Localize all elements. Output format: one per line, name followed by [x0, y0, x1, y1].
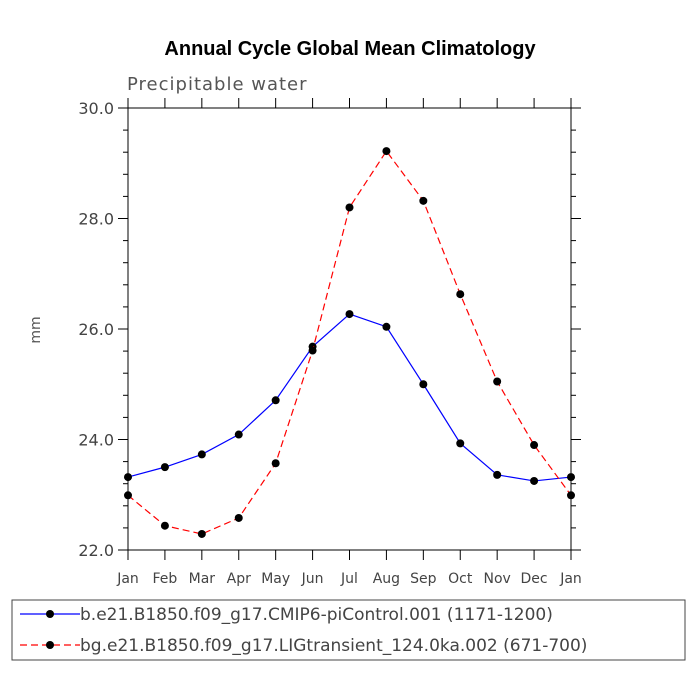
data-point	[567, 491, 575, 500]
x-tick-label: Jul	[340, 571, 358, 587]
legend-marker	[46, 641, 54, 649]
data-point	[345, 203, 354, 212]
x-tick-label: Aug	[373, 571, 400, 587]
data-point	[197, 529, 206, 538]
data-point	[124, 473, 132, 482]
legend-item: bg.e21.B1850.f09_g17.LIGtransient_124.0k…	[20, 636, 587, 656]
data-point	[493, 470, 502, 479]
data-point	[493, 377, 502, 386]
series-0	[124, 310, 575, 485]
data-point	[530, 441, 539, 450]
legend-marker	[46, 610, 54, 618]
data-point	[160, 521, 169, 530]
x-tick-label: Nov	[484, 571, 511, 587]
y-tick-label: 26.0	[78, 320, 114, 339]
data-point	[124, 491, 132, 500]
legend: b.e21.B1850.f09_g17.CMIP6-piControl.001 …	[20, 605, 587, 656]
data-point	[160, 463, 169, 472]
data-point	[234, 430, 243, 439]
x-tick-label: May	[261, 571, 290, 587]
data-point	[271, 459, 280, 468]
chart-subtitle: Precipitable water	[127, 74, 308, 95]
x-tick-label: Jan	[559, 571, 582, 587]
y-axis-label: mm	[28, 316, 44, 343]
x-tick-label: Dec	[521, 571, 548, 587]
x-tick-label: Jun	[301, 571, 324, 587]
legend-box	[11, 599, 686, 661]
series-layer	[124, 147, 575, 538]
chart-title: Annual Cycle Global Mean Climatology	[164, 38, 536, 60]
data-point	[197, 450, 206, 459]
data-point	[234, 513, 243, 522]
data-point	[382, 322, 391, 331]
y-tick-label: 28.0	[78, 210, 114, 229]
data-point	[530, 476, 539, 485]
x-tick-label: Oct	[448, 571, 473, 587]
x-tick-label: Sep	[410, 571, 437, 587]
axis-ticks	[118, 98, 581, 560]
axis-tick-labels: Jan Feb Mar Apr May Jun Jul Aug Sep Oct Nov Dec Jan2…	[78, 99, 581, 587]
series-line	[127, 313, 572, 482]
x-tick-label: Mar	[189, 571, 216, 587]
y-tick-label: 24.0	[78, 431, 114, 450]
legend-item: b.e21.B1850.f09_g17.CMIP6-piControl.001 …	[20, 605, 553, 625]
data-point	[456, 290, 465, 299]
data-point	[382, 147, 391, 156]
x-tick-label: Feb	[153, 571, 178, 587]
y-tick-label: 22.0	[78, 541, 114, 560]
series-1	[124, 147, 575, 538]
legend-label: bg.e21.B1850.f09_g17.LIGtransient_124.0k…	[80, 636, 587, 656]
data-point	[419, 380, 428, 389]
data-point	[271, 396, 280, 405]
data-point	[456, 439, 465, 448]
legend-label: b.e21.B1850.f09_g17.CMIP6-piControl.001 …	[80, 605, 553, 625]
data-point	[345, 310, 354, 319]
data-point	[567, 473, 575, 482]
x-tick-label: Jan	[116, 571, 139, 587]
plot-frame	[127, 107, 572, 551]
x-tick-label: Apr	[227, 571, 251, 587]
y-tick-label: 30.0	[78, 99, 114, 118]
data-point	[308, 346, 317, 355]
data-point	[419, 196, 428, 205]
